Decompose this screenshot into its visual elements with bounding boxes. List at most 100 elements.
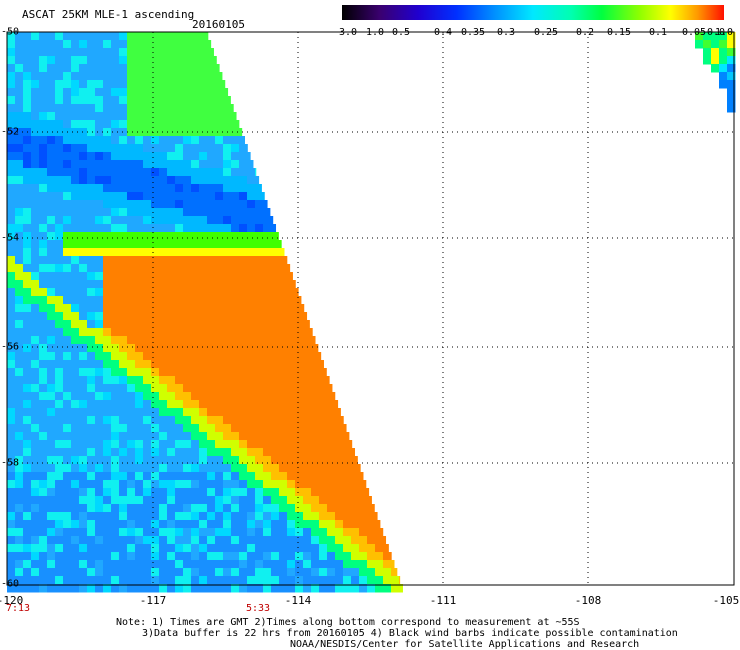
swath-cell — [31, 48, 40, 57]
swath-cell — [319, 472, 328, 481]
swath-cell — [287, 416, 296, 425]
swath-cell — [215, 264, 224, 273]
swath-cell — [191, 496, 200, 505]
swath-cell — [71, 528, 80, 537]
swath-cell — [279, 400, 288, 409]
swath-cell — [63, 552, 72, 561]
swath-cell — [159, 464, 168, 473]
swath-cell — [55, 112, 64, 121]
swath-cell — [303, 408, 312, 417]
swath-cell — [207, 64, 216, 73]
swath-cell — [71, 176, 80, 185]
swath-cell — [143, 544, 152, 553]
swath-cell — [239, 480, 248, 489]
swath-cell — [207, 176, 216, 185]
swath-cell — [239, 496, 248, 505]
swath-cell — [295, 472, 304, 481]
swath-cell — [127, 288, 136, 297]
swath-cell — [215, 248, 224, 257]
swath-cell — [23, 120, 32, 129]
swath-cell — [231, 568, 240, 577]
swath-cell — [319, 400, 328, 409]
lat-label: -58 — [1, 457, 20, 469]
swath-cell — [359, 536, 368, 545]
swath-cell — [207, 576, 216, 585]
swath-cell — [343, 552, 352, 561]
swath-cell — [183, 528, 192, 537]
swath-cell — [39, 280, 48, 289]
swath-cell — [255, 216, 264, 225]
colorbar-tick-label: 0.0 — [706, 27, 726, 38]
swath-cell — [295, 408, 304, 417]
swath-cell — [199, 240, 208, 249]
swath-cell — [191, 296, 200, 305]
swath-cell — [135, 88, 144, 97]
swath-cell — [103, 568, 112, 577]
swath-cell — [111, 488, 120, 497]
swath-cell — [223, 256, 232, 265]
swath-cell — [151, 360, 160, 369]
swath-cell — [47, 280, 56, 289]
swath-cell — [199, 368, 208, 377]
swath-cell — [15, 120, 24, 129]
swath-cell — [183, 48, 192, 57]
swath-cell — [231, 504, 240, 513]
swath-cell — [87, 288, 96, 297]
swath-cell — [23, 32, 32, 41]
wind-swath-corner-data — [695, 32, 736, 113]
swath-cell — [199, 416, 208, 425]
swath-cell — [111, 416, 120, 425]
swath-cell — [135, 560, 144, 569]
swath-cell — [175, 312, 184, 321]
swath-cell — [183, 192, 192, 201]
swath-cell — [127, 512, 136, 521]
swath-cell — [223, 424, 232, 433]
swath-cell — [39, 424, 48, 433]
swath-cell — [175, 32, 184, 41]
swath-cell — [343, 576, 352, 585]
swath-cell — [287, 520, 296, 529]
swath-cell — [39, 304, 48, 313]
swath-cell — [7, 384, 16, 393]
swath-cell — [79, 72, 88, 81]
swath-cell — [95, 432, 104, 441]
swath-cell — [119, 152, 128, 161]
swath-cell — [231, 176, 240, 185]
swath-cell — [295, 560, 304, 569]
swath-cell — [311, 464, 320, 473]
swath-cell — [143, 400, 152, 409]
swath-cell — [231, 280, 240, 289]
swath-cell — [103, 368, 112, 377]
swath-cell — [303, 336, 312, 345]
swath-cell — [23, 496, 32, 505]
swath-cell — [327, 448, 336, 457]
swath-cell — [71, 264, 80, 273]
swath-cell — [255, 424, 264, 433]
swath-cell — [47, 352, 56, 361]
swath-cell — [159, 560, 168, 569]
swath-cell — [15, 104, 24, 113]
swath-cell — [239, 136, 245, 145]
swath-cell — [207, 440, 216, 449]
swath-cell — [23, 464, 32, 473]
swath-cell — [327, 568, 336, 577]
swath-cell — [167, 408, 176, 417]
swath-cell — [191, 560, 200, 569]
swath-cell — [215, 184, 224, 193]
swath-cell — [159, 304, 168, 313]
swath-cell — [127, 520, 136, 529]
swath-cell — [207, 80, 216, 89]
swath-cell — [151, 40, 160, 49]
swath-cell — [223, 176, 232, 185]
swath-cell — [255, 320, 264, 329]
swath-cell — [31, 152, 40, 161]
swath-cell — [303, 496, 312, 505]
lon-label: -114 — [284, 594, 312, 607]
swath-cell — [167, 264, 176, 273]
swath-cell — [55, 216, 64, 225]
swath-cell — [255, 568, 264, 577]
swath-cell — [223, 320, 232, 329]
swath-cell — [63, 72, 72, 81]
swath-cell — [23, 584, 32, 593]
swath-cell — [215, 136, 224, 145]
